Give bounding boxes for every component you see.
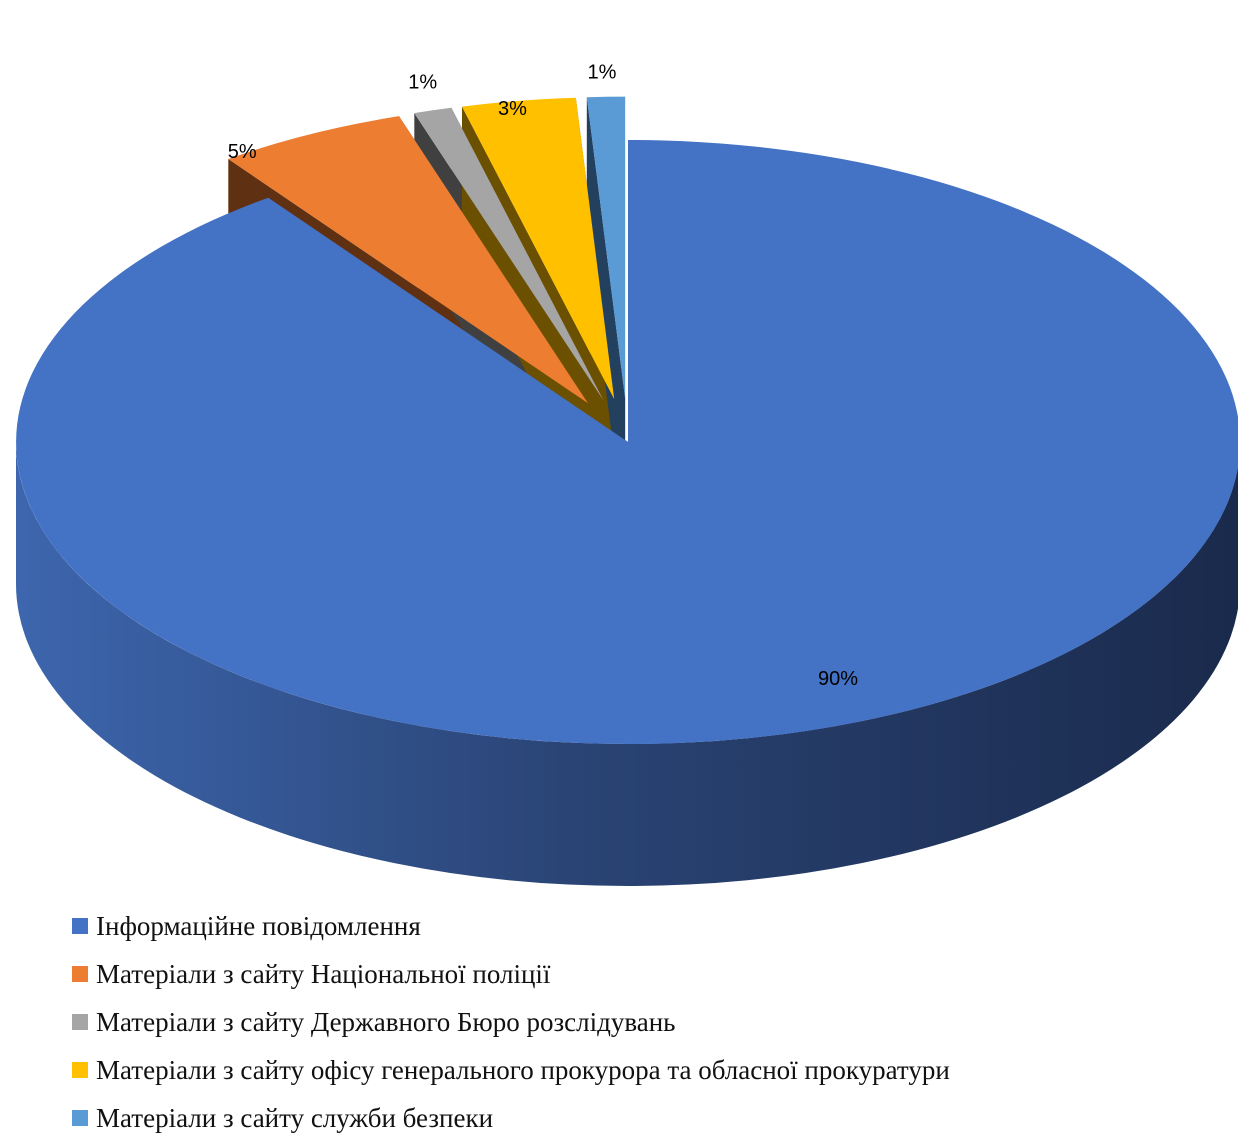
legend-swatch [72,1014,88,1030]
pie-chart: 90% 5% 1% 3% 1% [16,62,1238,886]
legend-swatch [72,1062,88,1078]
pie-data-label: 1% [588,62,617,84]
pie-slice [414,107,604,401]
legend-item: Матеріали з сайту служби безпеки [72,1094,950,1142]
legend-swatch [72,966,88,982]
pie-data-label: 1% [408,71,437,93]
legend-swatch [72,1110,88,1126]
legend-label: Матеріали з сайту Національної поліції [96,958,551,989]
pie-top-layer [16,96,1238,744]
pie-slice-side [586,97,626,541]
legend-label: Інформаційне повідомлення [96,910,421,941]
pie-data-label: 90% [818,668,858,690]
legend: Інформаційне повідомлення Матеріали з са… [72,902,950,1142]
pie-slice [462,97,615,400]
legend-label: Матеріали з сайту Державного Бюро розслі… [96,1006,676,1037]
pie-slice [228,116,589,404]
legend-label: Матеріали з сайту офісу генерального про… [96,1054,950,1085]
pie-slice [586,96,626,399]
pie-label-layer: 90% 5% 1% 3% 1% [228,62,858,690]
pie-data-label: 3% [498,98,527,120]
legend-swatch [72,918,88,934]
legend-label: Матеріали з сайту служби безпеки [96,1102,494,1133]
legend-item: Матеріали з сайту Національної поліції [72,950,950,998]
pie-slice [16,140,1238,744]
legend-item: Матеріали з сайту Державного Бюро розслі… [72,998,950,1046]
legend-item: Матеріали з сайту офісу генерального про… [72,1046,950,1094]
pie-data-label: 5% [228,141,257,163]
legend-item: Інформаційне повідомлення [72,902,950,950]
